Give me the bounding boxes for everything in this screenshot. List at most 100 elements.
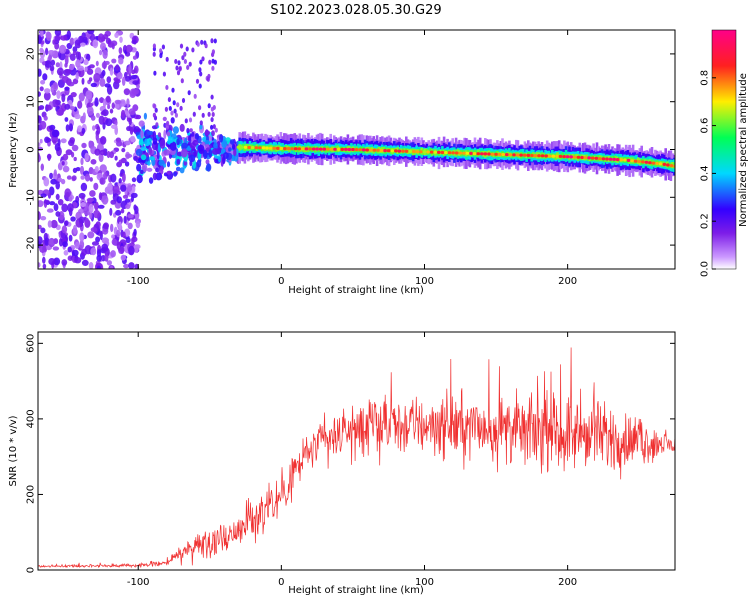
heatmap-cell (651, 161, 656, 165)
heatmap-cell (54, 35, 61, 42)
heatmap-cell (109, 67, 114, 76)
heatmap-cell (258, 146, 262, 150)
heatmap-cell (131, 237, 135, 244)
heatmap-cell (440, 150, 445, 155)
heatmap-cell (125, 44, 133, 53)
heatmap-cell (39, 138, 43, 144)
heatmap-cell (67, 203, 74, 213)
heatmap-cell (130, 75, 138, 80)
heatmap-cell (128, 245, 135, 256)
heatmap-cell (494, 152, 498, 156)
heatmap-cell (290, 147, 294, 151)
heatmap-cell (38, 236, 43, 245)
heatmap-cell (163, 149, 171, 156)
heatmap-cell (623, 158, 627, 162)
heatmap-cell (152, 51, 156, 57)
heatmap-cell (50, 59, 56, 66)
heatmap-cell (279, 146, 284, 151)
heatmap-cell (311, 147, 316, 151)
heatmap-cell (99, 177, 106, 185)
heatmap-cell (114, 119, 118, 126)
heatmap-cell (218, 156, 222, 163)
heatmap-cell (140, 139, 144, 147)
heatmap-cell (247, 145, 251, 150)
heatmap-cell (155, 122, 159, 128)
heatmap-cell (128, 64, 132, 74)
heatmap-cell (210, 94, 214, 100)
heatmap-cell (130, 135, 136, 143)
heatmap-cell (54, 42, 60, 50)
heatmap-cell (201, 56, 205, 62)
heatmap-cell (376, 148, 380, 152)
heatmap-cell (61, 75, 69, 83)
heatmap-cell (261, 146, 266, 150)
heatmap-cell (56, 90, 61, 99)
heatmap-cell (122, 231, 126, 239)
snr-marks (38, 347, 675, 569)
heatmap-cell (114, 32, 119, 38)
heatmap-cell (152, 172, 157, 181)
heatmap-cell (655, 161, 659, 166)
heatmap-cell (111, 102, 116, 109)
heatmap-cell (126, 185, 133, 192)
heatmap-cell (65, 149, 73, 156)
heatmap-cell (94, 201, 99, 211)
heatmap-cell (94, 166, 99, 173)
heatmap-cell (100, 111, 107, 116)
heatmap-cell (40, 193, 47, 198)
heatmap-cell (633, 159, 638, 163)
heatmap-cell (152, 112, 156, 118)
heatmap-cell (126, 98, 130, 108)
heatmap-cell (149, 156, 155, 161)
heatmap-cell (146, 130, 154, 136)
heatmap-cell (167, 136, 174, 144)
colorbar-axis: 0.0 0.2 0.4 0.6 0.8 (700, 70, 716, 277)
heatmap-cell (89, 177, 93, 182)
heatmap-cell (426, 150, 430, 154)
heatmap-cell (544, 154, 548, 158)
heatmap-cell (369, 148, 373, 152)
colorbar-tick-label: 0.4 (700, 165, 711, 181)
heatmap-cell (95, 236, 101, 243)
heatmap-cell (180, 78, 184, 84)
heatmap-cell (178, 66, 182, 72)
heatmap-cell (90, 227, 98, 233)
heatmap-cell (71, 249, 79, 257)
heatmap-cell (104, 253, 109, 262)
heatmap-cell (68, 196, 73, 202)
heatmap-cell (408, 149, 413, 153)
heatmap-cell (615, 158, 620, 162)
heatmap-cell (96, 265, 101, 269)
heatmap-cell (38, 91, 41, 97)
heatmap-cell (176, 70, 181, 76)
heatmap-cell (243, 145, 248, 149)
heatmap-cell (74, 257, 82, 264)
heatmap-cell (141, 164, 148, 173)
heatmap-cell (43, 177, 50, 187)
x-tick-label: 100 (415, 276, 434, 287)
heatmap-cell (66, 30, 72, 39)
heatmap-cell (102, 227, 109, 235)
heatmap-cell (490, 152, 495, 156)
heatmap-cell (49, 65, 55, 72)
heatmap-cell (115, 64, 120, 71)
heatmap-cell (172, 100, 176, 106)
heatmap-cell (204, 43, 208, 49)
heatmap-cell (122, 172, 126, 183)
heatmap-cell (44, 60, 52, 68)
heatmap-cell (196, 159, 202, 168)
heatmap-cell (176, 102, 180, 108)
heatmap-cell (54, 30, 62, 37)
heatmap-cell (62, 153, 69, 161)
heatmap-cell (522, 153, 527, 157)
heatmap-cell (447, 151, 452, 155)
heatmap-cell (125, 153, 133, 158)
heatmap-cell (51, 99, 59, 108)
heatmap-cell (199, 120, 203, 126)
x-tick-label: 200 (558, 276, 577, 287)
heatmap-cell (135, 220, 141, 229)
heatmap-cell (98, 192, 103, 201)
heatmap-cell (666, 163, 670, 167)
heatmap-cell (80, 157, 84, 166)
heatmap-cell (40, 80, 46, 85)
